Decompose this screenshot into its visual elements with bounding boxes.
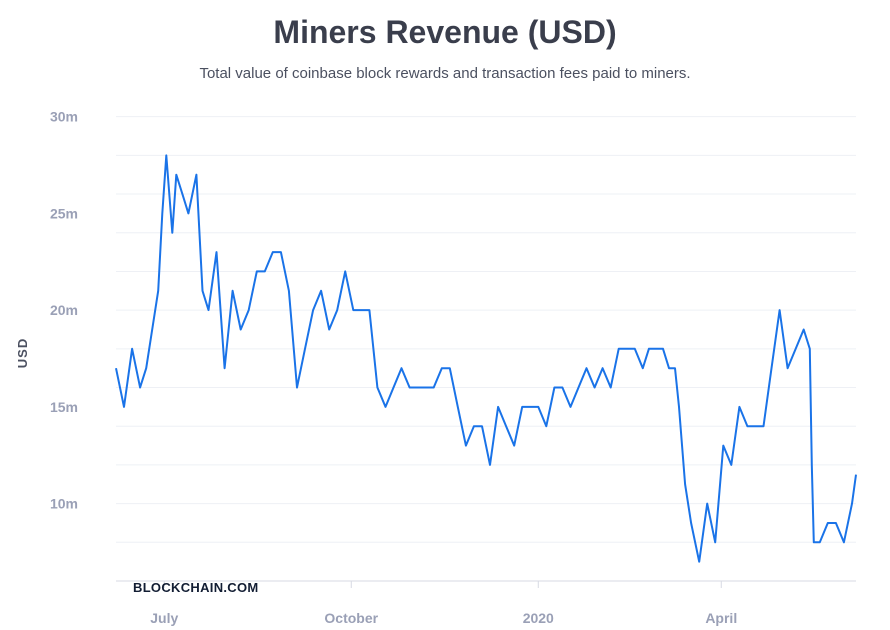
chart-subtitle: Total value of coinbase block rewards an… bbox=[199, 65, 691, 82]
y-tick-label: 10m bbox=[50, 496, 78, 512]
x-tick-label: July bbox=[150, 610, 178, 626]
x-tick-label: April bbox=[705, 610, 737, 626]
y-tick-label: 20m bbox=[50, 302, 78, 318]
x-tick-label: 2020 bbox=[523, 610, 554, 626]
y-axis-ticks: 10m 15m 20m 25m 30m bbox=[50, 109, 78, 512]
x-axis-ticks: July October 2020 April bbox=[150, 581, 737, 626]
y-tick-label: 15m bbox=[50, 399, 78, 415]
y-tick-label: 30m bbox=[50, 109, 78, 125]
gridlines bbox=[116, 116, 856, 543]
chart-title: Miners Revenue (USD) bbox=[273, 14, 617, 50]
y-tick-label: 25m bbox=[50, 205, 78, 221]
x-tick-label: October bbox=[324, 610, 378, 626]
series-line bbox=[115, 154, 857, 563]
y-axis-label: USD bbox=[15, 338, 30, 368]
blockchain-logo: BLOCKCHAIN.COM bbox=[133, 580, 259, 595]
